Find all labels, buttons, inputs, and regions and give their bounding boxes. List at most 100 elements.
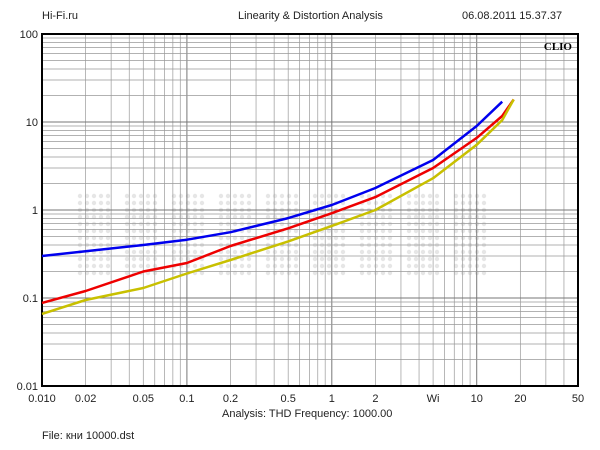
watermark-dot — [145, 235, 151, 241]
watermark-dot — [178, 221, 184, 227]
watermark-dot — [279, 200, 285, 206]
watermark-dot — [434, 235, 440, 241]
watermark-dot — [293, 193, 299, 199]
watermark-dot — [380, 249, 386, 255]
watermark-dot — [406, 221, 412, 227]
watermark-dot — [406, 200, 412, 206]
watermark-dot — [199, 228, 205, 234]
watermark-dot — [145, 256, 151, 262]
watermark-dot — [98, 221, 104, 227]
watermark-dot — [192, 214, 198, 220]
watermark-dot — [453, 200, 459, 206]
file-label: File: кни 10000.dst — [42, 430, 135, 442]
watermark-dot — [124, 200, 130, 206]
watermark-dot — [225, 235, 231, 241]
watermark-dot — [366, 221, 372, 227]
watermark-dot — [105, 235, 111, 241]
watermark-dot — [272, 249, 278, 255]
watermark-dot — [359, 228, 365, 234]
watermark-dot — [192, 263, 198, 269]
chart-title: Linearity & Distortion Analysis — [238, 10, 383, 22]
watermark-dot — [131, 249, 137, 255]
watermark-dot — [232, 263, 238, 269]
watermark-dot — [232, 193, 238, 199]
watermark-dot — [326, 214, 332, 220]
watermark-dot — [319, 193, 325, 199]
watermark-dot — [427, 214, 433, 220]
watermark-dot — [145, 228, 151, 234]
watermark-dot — [199, 193, 205, 199]
watermark-dot — [366, 270, 372, 276]
watermark-dot — [340, 263, 346, 269]
watermark-dot — [286, 193, 292, 199]
watermark-dot — [279, 235, 285, 241]
x-tick-label: 0.2 — [223, 393, 238, 405]
watermark-dot — [366, 235, 372, 241]
watermark-dot — [481, 256, 487, 262]
watermark-dot — [333, 249, 339, 255]
watermark-dot — [333, 256, 339, 262]
watermark-dot — [427, 249, 433, 255]
watermark-dot — [131, 200, 137, 206]
watermark-dot — [359, 235, 365, 241]
watermark-dot — [293, 249, 299, 255]
x-tick-label: 0.02 — [75, 393, 96, 405]
watermark-dot — [239, 263, 245, 269]
watermark-dot — [178, 193, 184, 199]
watermark-dot — [232, 235, 238, 241]
watermark-dot — [387, 270, 393, 276]
watermark-dot — [434, 193, 440, 199]
watermark-dot — [406, 193, 412, 199]
watermark-dot — [192, 228, 198, 234]
watermark-dot — [145, 200, 151, 206]
watermark-dot — [340, 235, 346, 241]
watermark-dot — [413, 200, 419, 206]
watermark-dot — [387, 263, 393, 269]
x-tick-label: Wi — [427, 393, 440, 405]
watermark-dot — [279, 256, 285, 262]
watermark-dot — [218, 193, 224, 199]
watermark-dot — [312, 200, 318, 206]
watermark-dot — [434, 221, 440, 227]
watermark-dot — [387, 228, 393, 234]
watermark-dot — [406, 214, 412, 220]
watermark-dot — [138, 263, 144, 269]
watermark-dot — [326, 221, 332, 227]
watermark-dot — [366, 256, 372, 262]
watermark-dot — [246, 200, 252, 206]
watermark-dot — [98, 193, 104, 199]
x-tick-label: 0.1 — [179, 393, 194, 405]
watermark-dot — [265, 193, 271, 199]
watermark-dot — [272, 193, 278, 199]
watermark-dot — [171, 249, 177, 255]
watermark-dot — [239, 214, 245, 220]
watermark-dot — [434, 256, 440, 262]
watermark-dot — [145, 249, 151, 255]
watermark-dot — [319, 249, 325, 255]
watermark-dot — [138, 221, 144, 227]
watermark-dot — [124, 249, 130, 255]
watermark-dot — [333, 193, 339, 199]
watermark-dot — [246, 214, 252, 220]
x-tick-label: 20 — [514, 393, 526, 405]
watermark-dot — [105, 263, 111, 269]
watermark-dot — [406, 263, 412, 269]
watermark-dot — [286, 200, 292, 206]
watermark-dot — [413, 263, 419, 269]
watermark-dot — [373, 249, 379, 255]
datetime-label: 06.08.2011 15.37.37 — [462, 10, 563, 22]
watermark-dot — [199, 221, 205, 227]
watermark-dot — [98, 200, 104, 206]
watermark-dot — [326, 249, 332, 255]
watermark-dot — [319, 221, 325, 227]
watermark-dot — [333, 228, 339, 234]
watermark-dot — [293, 263, 299, 269]
watermark-dot — [380, 235, 386, 241]
watermark-dot — [178, 256, 184, 262]
watermark-dot — [105, 270, 111, 276]
watermark-dot — [420, 235, 426, 241]
watermark-dot — [373, 221, 379, 227]
watermark-dot — [387, 221, 393, 227]
watermark-dot — [145, 221, 151, 227]
watermark-dot — [420, 228, 426, 234]
